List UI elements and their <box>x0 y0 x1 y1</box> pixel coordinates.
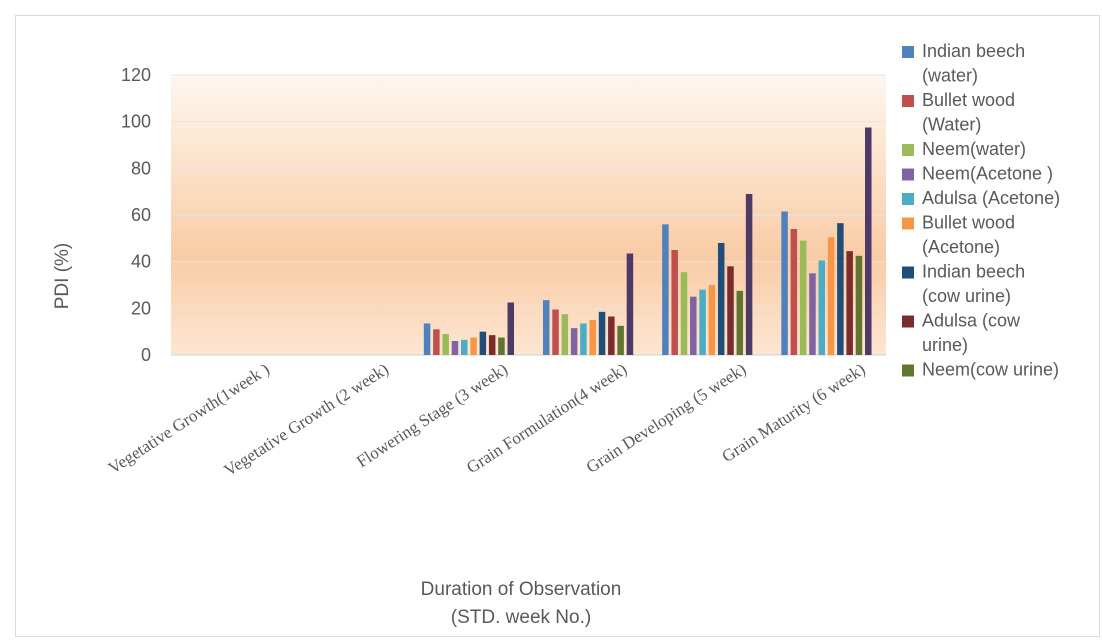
bar <box>479 331 487 355</box>
bar <box>507 302 515 355</box>
legend-label: Bullet wood <box>922 213 1015 233</box>
bar <box>423 323 431 355</box>
y-tick-label: 40 <box>131 252 151 272</box>
bar <box>846 251 853 355</box>
bar <box>580 323 587 355</box>
legend-label: (Water) <box>922 115 981 135</box>
bar <box>570 328 578 355</box>
bar <box>827 237 835 355</box>
legend-label: (water) <box>922 66 978 86</box>
legend-swatch <box>902 266 914 279</box>
legend: Indian beech (water) Bullet wood (Water) Nee… <box>902 41 1060 380</box>
legend-label: urine) <box>922 335 968 355</box>
x-axis-title-line1: Duration of Observation <box>421 579 622 600</box>
bar <box>461 339 468 355</box>
bar <box>451 341 459 355</box>
legend-swatch <box>902 364 914 377</box>
y-axis-title: PDI (%) <box>52 243 73 310</box>
bar <box>498 337 505 355</box>
legend-label: Adulsa (Acetone) <box>922 188 1060 208</box>
bars <box>423 127 872 355</box>
bar <box>470 337 477 355</box>
legend-swatch <box>902 95 914 107</box>
bar <box>552 309 559 355</box>
bar <box>608 316 615 355</box>
chart-frame: 0 20 40 60 80 100 120 Vegetative Growth(1week … <box>15 15 1100 637</box>
bar <box>598 311 606 355</box>
legend-label: Indian beech <box>922 41 1025 61</box>
bar <box>542 300 550 355</box>
legend-label: Neem(water) <box>922 139 1026 159</box>
legend-label: Neem(Acetone ) <box>922 164 1053 184</box>
bar <box>561 314 569 355</box>
bar <box>699 289 706 355</box>
y-axis-ticks: 0 20 40 60 80 100 120 <box>121 65 151 365</box>
bar <box>442 334 449 355</box>
bar <box>855 255 863 355</box>
bar <box>671 250 678 355</box>
y-tick-label: 120 <box>121 65 151 85</box>
bar <box>865 127 872 355</box>
bar <box>736 290 744 355</box>
legend-swatch <box>902 168 914 181</box>
legend-label: (cow urine) <box>922 286 1011 306</box>
bar <box>745 194 753 355</box>
legend-label: Adulsa (cow <box>922 311 1021 331</box>
bar <box>589 320 596 355</box>
bar <box>809 273 816 355</box>
bar <box>617 325 624 355</box>
bar <box>837 223 844 355</box>
bar <box>680 272 688 355</box>
bar <box>717 243 725 355</box>
legend-label: Neem(cow urine) <box>922 360 1059 380</box>
y-tick-label: 100 <box>121 112 151 132</box>
bar <box>781 211 788 355</box>
legend-swatch <box>902 217 914 230</box>
x-axis-categories: Vegetative Growth(1week )Vegetative Grow… <box>105 359 869 480</box>
bar <box>662 224 669 355</box>
legend-swatch <box>902 315 914 328</box>
legend-swatch <box>902 193 914 205</box>
y-tick-label: 0 <box>141 345 151 365</box>
bar <box>626 253 634 355</box>
bar <box>818 260 826 355</box>
bar <box>433 329 440 355</box>
bar <box>799 240 807 355</box>
legend-label: (Acetone) <box>922 237 1000 257</box>
legend-swatch <box>902 144 914 156</box>
bar <box>708 285 716 355</box>
legend-label: Bullet wood <box>922 90 1015 110</box>
gridlines <box>171 74 886 356</box>
y-tick-label: 60 <box>131 205 151 225</box>
x-axis-title-line2: (STD. week No.) <box>451 607 591 628</box>
bar-chart: 0 20 40 60 80 100 120 Vegetative Growth(1week … <box>52 41 1060 628</box>
bar <box>690 296 697 355</box>
bar <box>727 266 734 355</box>
y-tick-label: 80 <box>131 158 151 178</box>
legend-swatch <box>902 46 914 58</box>
y-tick-label: 20 <box>131 298 151 318</box>
legend-label: Indian beech <box>922 262 1025 282</box>
bar <box>488 335 496 355</box>
bar <box>790 229 798 355</box>
